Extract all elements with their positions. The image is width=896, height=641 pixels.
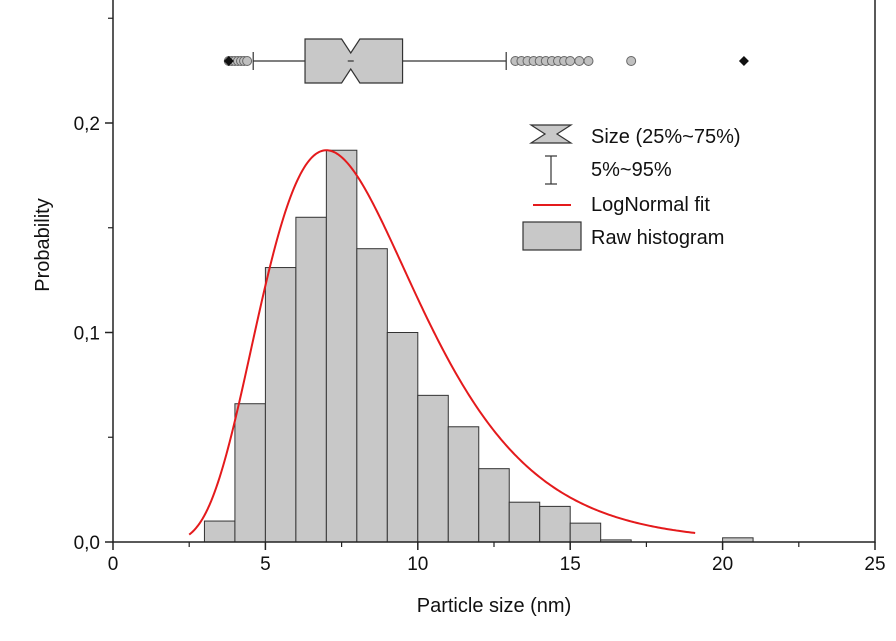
histogram-bar <box>569 522 602 543</box>
y-tick-label: 0,0 <box>74 533 100 554</box>
legend-label: Raw histogram <box>591 227 724 249</box>
histogram-bar <box>356 248 388 543</box>
legend-box-symbol <box>528 124 574 144</box>
y-tick-label: 0,2 <box>74 114 100 135</box>
extreme-marker <box>223 56 234 66</box>
histogram-bar <box>508 501 541 543</box>
histogram-bar <box>539 505 571 543</box>
x-tick-label: 15 <box>560 554 581 575</box>
legend-label: Size (25%~75%) <box>591 126 741 148</box>
notched-box <box>304 38 404 84</box>
histogram-bar <box>447 426 480 543</box>
outlier-point <box>626 56 637 66</box>
y-axis: 0,0 0,1 0,2 <box>74 17 113 554</box>
boxplot <box>223 38 749 84</box>
legend-label: 5%~95% <box>591 159 672 181</box>
y-axis-label: Probability <box>32 198 54 291</box>
outlier-point <box>565 56 576 66</box>
x-axis: 0 5 10 15 20 25 <box>108 542 886 575</box>
histogram-bar <box>417 394 449 543</box>
x-tick-label: 20 <box>712 554 733 575</box>
histogram-bar <box>295 216 327 543</box>
x-tick-label: 25 <box>864 554 885 575</box>
histogram-bars <box>203 149 754 543</box>
extreme-marker <box>738 56 749 66</box>
legend: Size (25%~75%) 5%~95% LogNormal fit Raw his… <box>522 124 741 251</box>
histogram-bar <box>264 267 297 543</box>
plot-frame <box>112 0 876 543</box>
x-tick-label: 5 <box>260 554 271 575</box>
histogram-bar <box>478 468 510 543</box>
outlier-point <box>574 56 585 66</box>
x-tick-label: 10 <box>407 554 428 575</box>
histogram-bar <box>234 403 266 543</box>
histogram-bar <box>386 332 419 543</box>
outlier-point <box>242 56 253 66</box>
x-axis-label: Particle size (nm) <box>417 595 571 617</box>
outlier-point <box>583 56 594 66</box>
histogram-bar <box>325 149 358 543</box>
legend-label: LogNormal fit <box>591 194 710 216</box>
y-tick-label: 0,1 <box>74 324 100 345</box>
lognormal-fit-curve <box>188 149 696 536</box>
histogram-bar <box>203 520 236 543</box>
x-tick-label: 0 <box>108 554 119 575</box>
legend-bar-swatch <box>522 221 582 251</box>
